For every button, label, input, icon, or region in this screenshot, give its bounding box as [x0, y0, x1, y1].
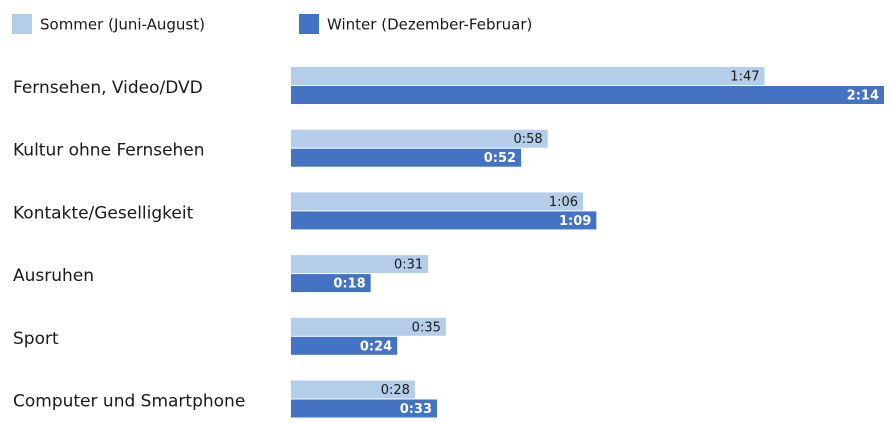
- bar: [291, 255, 429, 274]
- category-label: Kontakte/Geselligkeit: [13, 203, 194, 223]
- bar: [291, 129, 548, 148]
- value-label: 0:18: [333, 277, 365, 292]
- bar: [291, 192, 584, 211]
- bar: [291, 336, 398, 355]
- value-label: 0:52: [484, 151, 516, 166]
- value-label: 0:58: [513, 132, 542, 147]
- legend-swatch: [299, 14, 319, 34]
- value-label: 0:33: [400, 402, 432, 417]
- value-label: 1:47: [730, 70, 759, 85]
- category-label: Sport: [13, 329, 59, 349]
- bar: [291, 67, 765, 85]
- category-label: Kultur ohne Fernsehen: [13, 141, 205, 161]
- value-label: 0:24: [360, 339, 392, 354]
- value-label: 1:09: [559, 214, 591, 229]
- legend-label: Sommer (Juni-August): [40, 16, 205, 34]
- legend-label: Winter (Dezember-Februar): [327, 16, 532, 34]
- bar: [291, 274, 371, 293]
- bar: [291, 380, 415, 399]
- category-label: Fernsehen, Video/DVD: [13, 78, 203, 98]
- value-label: 0:31: [394, 258, 423, 273]
- value-label: 0:35: [412, 320, 441, 335]
- category-label: Computer und Smartphone: [13, 392, 245, 412]
- value-label: 2:14: [847, 89, 879, 104]
- bar: [291, 211, 597, 230]
- category-label: Ausruhen: [13, 266, 94, 286]
- value-label: 0:28: [381, 383, 410, 398]
- legend-swatch: [12, 14, 32, 34]
- bar: [291, 317, 446, 336]
- bar: [291, 399, 438, 418]
- value-label: 1:06: [549, 195, 578, 210]
- bar: [291, 148, 522, 167]
- bar: [291, 86, 884, 104]
